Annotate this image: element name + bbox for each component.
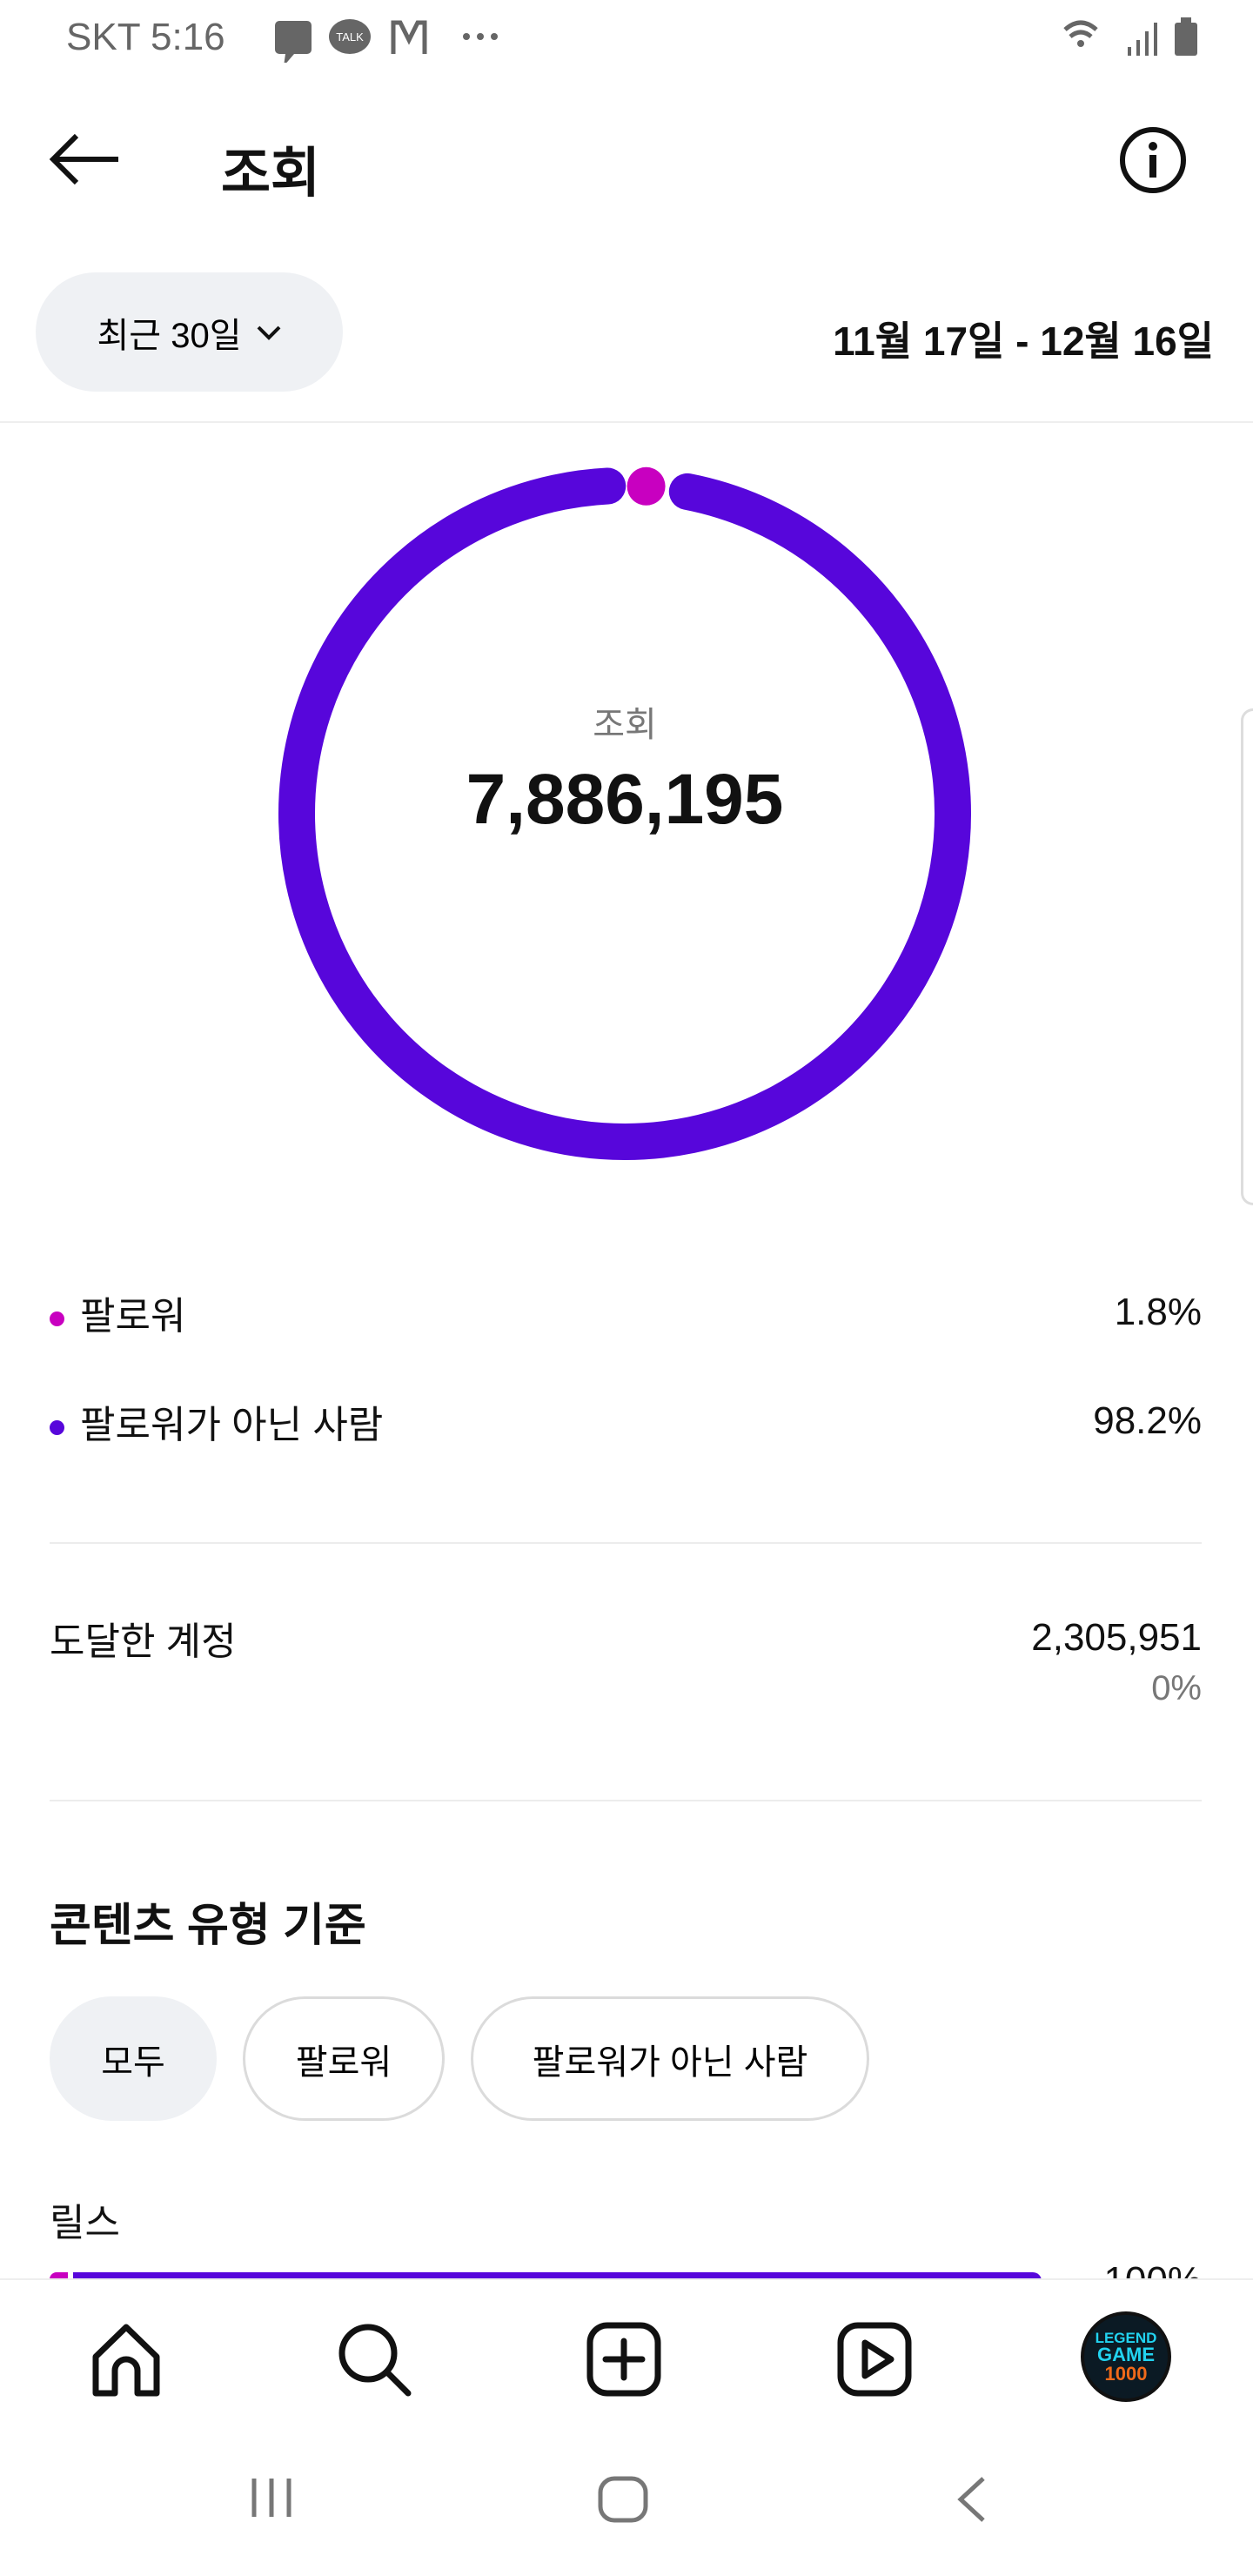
legend-label: 팔로워가 아닌 사람 [80,1404,384,1446]
period-dropdown[interactable]: 최근 30일 [36,272,343,392]
reels-icon[interactable] [835,2320,914,2398]
legend-dot [50,1419,64,1435]
signal-icon [1128,47,1131,56]
reach-label: 도달한 계정 [50,1620,237,1663]
period-label: 최근 30일 [97,316,242,355]
home-icon[interactable] [87,2320,165,2398]
notification-icons: TALK [275,19,498,63]
legend-followers: 팔로워 1.8% [50,1285,1202,1340]
section-title: 콘텐츠 유형 기준 [50,1901,366,1951]
chip-non-followers[interactable]: 팔로워가 아닌 사람 [471,1996,869,2121]
search-icon[interactable] [335,2320,413,2398]
info-icon[interactable] [1118,125,1188,195]
row-label-reels: 릴스 [50,2202,120,2244]
message-icon [275,21,312,54]
reach-change: 0% [1151,1669,1202,1707]
chevron-down-icon [257,325,280,340]
legend-value: 98.2% [1093,1399,1202,1442]
svg-text:TALK: TALK [336,30,364,44]
date-range: 11월 17일 - 12월 16일 [833,319,1214,364]
reach-row: 도달한 계정 2,305,951 [50,1610,1202,1666]
wifi-icon [1063,20,1098,31]
status-bar: SKT 5:16 TALK [0,0,1253,78]
legend-value: 1.8% [1114,1291,1202,1333]
recent-apps-icon[interactable] [249,2475,294,2520]
donut-total: 7,886,195 [466,760,784,839]
carrier-time: SKT 5:16 [66,16,225,58]
bottom-nav: LEGEND GAME 1000 [0,2278,1253,2435]
back-button-icon[interactable] [954,2475,988,2524]
divider [0,421,1253,423]
legend-dot [50,1311,64,1326]
divider [50,1542,1202,1544]
create-icon[interactable] [585,2320,663,2398]
legend-non-followers: 팔로워가 아닌 사람 98.2% [50,1393,1202,1449]
scroll-handle[interactable] [1241,708,1253,1205]
divider [50,1800,1202,1801]
arrow-left-icon[interactable] [49,131,122,188]
gmail-icon [391,20,427,54]
donut-chart [278,466,971,1160]
battery-icon [1175,23,1197,56]
donut-segment-followers [626,466,666,506]
kakaotalk-icon [329,19,371,54]
legend-label: 팔로워 [80,1295,186,1338]
reach-value: 2,305,951 [1031,1616,1202,1659]
donut-segment-non-followers [278,467,971,1160]
system-status-icons [1063,17,1197,56]
system-nav [0,2437,1253,2576]
chip-all[interactable]: 모두 [50,1996,217,2121]
donut-label: 조회 [593,706,657,744]
chip-followers[interactable]: 팔로워 [243,1996,445,2121]
page-title: 조회 [221,144,321,204]
profile-avatar[interactable]: LEGEND GAME 1000 [1081,2311,1171,2402]
home-button-icon[interactable] [597,2475,649,2524]
